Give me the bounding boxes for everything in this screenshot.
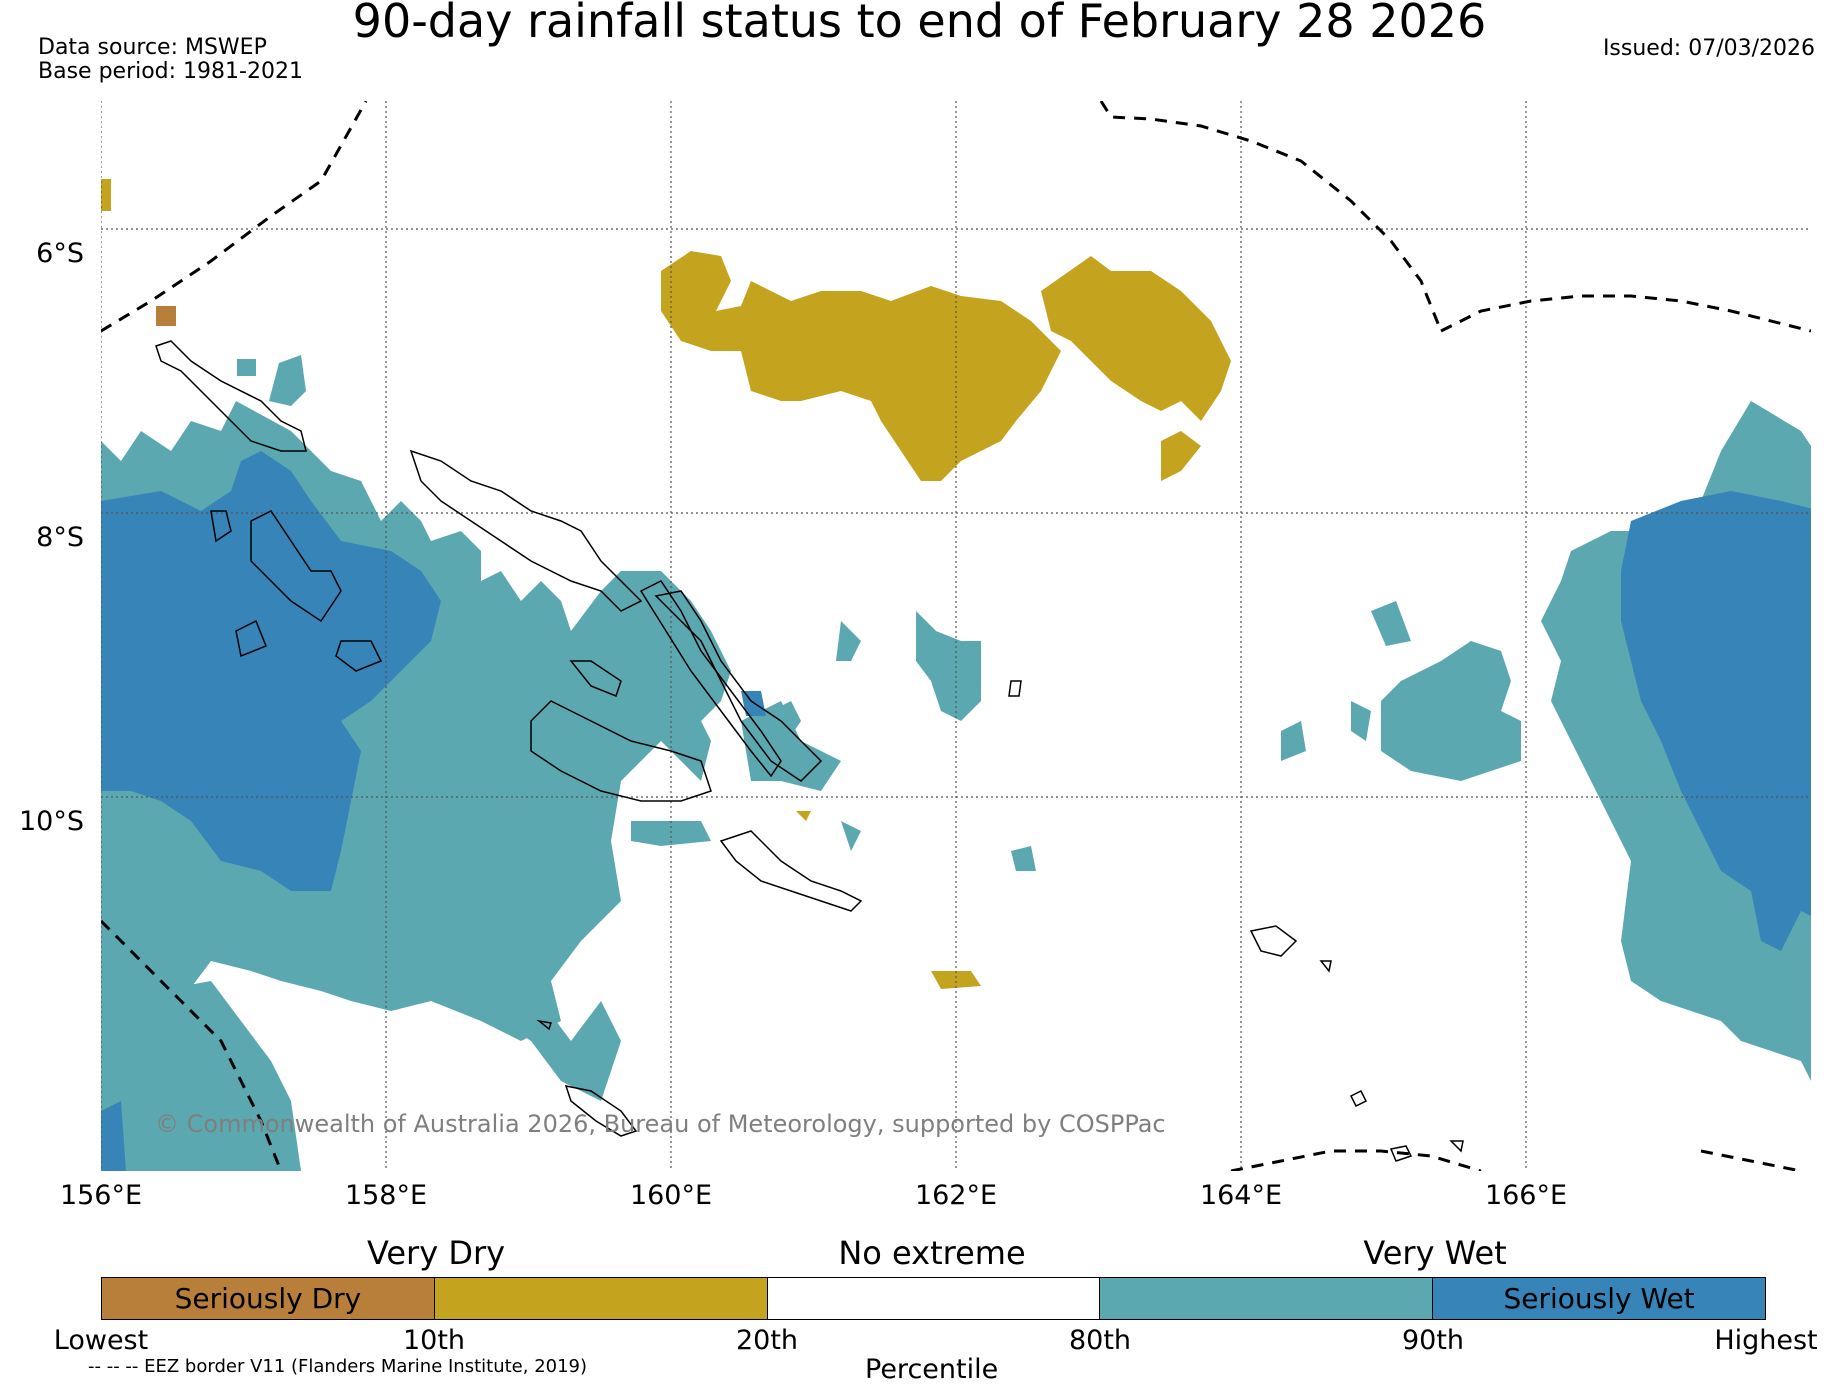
source-info: Data source: MSWEP Base period: 1981-202…	[38, 36, 303, 84]
legend-segment-very-dry	[434, 1278, 768, 1319]
coast-malaita	[639, 580, 782, 778]
legend-tick-20th: 20th	[735, 1325, 799, 1356]
coast-island-w1	[210, 510, 232, 543]
dry-region-west-edge	[101, 179, 111, 211]
coast-santa-cruz-2	[1349, 1089, 1368, 1108]
legend-segment-seriously-wet: Seriously Wet	[1433, 1278, 1765, 1319]
wet-region-makira	[1011, 846, 1036, 871]
coast-tikopia	[1449, 1140, 1464, 1153]
legend-category-very-dry: Very Dry	[366, 1234, 506, 1272]
wet-region-small-2	[631, 821, 711, 846]
seriously-wet-region-southwest	[101, 1101, 126, 1171]
lon-label-160e: 160°E	[629, 1180, 713, 1211]
coast-new-georgia	[250, 510, 342, 623]
dry-region-northeast	[1041, 256, 1231, 421]
legend-colorbar: Seriously Dry Seriously Wet	[101, 1277, 1766, 1320]
eez-border-northwest	[101, 101, 368, 333]
rainfall-map	[101, 101, 1811, 1171]
wet-region-centre-east-4	[1371, 601, 1411, 646]
base-period-text: Base period: 1981-2021	[38, 59, 303, 84]
coast-island-w2	[235, 619, 267, 658]
wet-region-centre-east-2	[1351, 701, 1371, 741]
wet-region-southwest	[101, 981, 301, 1171]
coastlines	[155, 340, 1464, 1162]
coast-makira	[719, 830, 863, 912]
eez-border-southeast	[1700, 1149, 1802, 1171]
coast-small-islands	[1008, 680, 1022, 697]
wet-region-small-1	[771, 701, 801, 736]
wet-region-small-3	[841, 821, 861, 851]
wet-region-malaita	[836, 621, 861, 661]
legend-category-very-wet: Very Wet	[1363, 1234, 1507, 1272]
legend-tick-80th: 80th	[1068, 1325, 1132, 1356]
legend-category-no-extreme: No extreme	[838, 1234, 1026, 1272]
page-title: 90-day rainfall status to end of Februar…	[352, 0, 1487, 48]
dry-region-small-1	[931, 971, 981, 989]
legend-tick-highest: Highest	[1714, 1325, 1818, 1356]
seriously-dry-regions	[156, 306, 176, 326]
coast-guadalcanal	[530, 700, 712, 802]
coast-santa-cruz	[1249, 925, 1298, 957]
dry-region-central	[661, 251, 1061, 481]
legend-tick-90th: 90th	[1401, 1325, 1465, 1356]
wet-region-north-2	[269, 355, 306, 406]
lon-label-164e: 164°E	[1199, 1180, 1283, 1211]
eez-border-south	[1230, 1149, 1482, 1171]
very-dry-regions	[101, 179, 1231, 989]
seriously-wet-regions	[101, 451, 1811, 1171]
coast-island-w3	[335, 640, 383, 672]
seriously-wet-region-east	[1621, 491, 1811, 951]
seriously-dry-region-west	[156, 306, 176, 326]
wet-region-southwest-lobe	[501, 971, 621, 1101]
coast-bellona	[536, 1019, 552, 1031]
lat-label-8s: 8°S	[36, 522, 84, 553]
lon-label-162e: 162°E	[914, 1180, 998, 1211]
coast-rennell	[564, 1085, 638, 1137]
coast-florida	[569, 660, 622, 697]
coast-bougainville	[155, 340, 307, 452]
issued-date: Issued: 07/03/2026	[1602, 36, 1815, 61]
data-source-text: Data source: MSWEP	[38, 35, 267, 60]
copyright-notice: © Commonwealth of Australia 2026, Bureau…	[155, 1110, 1166, 1138]
lon-label-166e: 166°E	[1484, 1180, 1568, 1211]
coast-small-islands-2	[1319, 960, 1332, 973]
eez-border-west	[101, 919, 283, 1171]
eez-border-note: -- -- -- EEZ border V11 (Flanders Marine…	[88, 1356, 588, 1377]
wet-region-north-1	[237, 359, 256, 376]
seriously-wet-region-west	[101, 451, 441, 891]
coast-choiseul	[409, 449, 643, 612]
legend-tick-lowest: Lowest	[53, 1325, 149, 1356]
percentile-axis-label: Percentile	[865, 1354, 999, 1385]
wet-region-malaita-east	[916, 611, 981, 721]
legend-segment-seriously-dry: Seriously Dry	[102, 1278, 435, 1319]
lat-label-6s: 6°S	[36, 238, 84, 269]
wet-region-guadalcanal	[741, 701, 841, 791]
coast-isabel	[654, 590, 823, 782]
legend-tick-10th: 10th	[402, 1325, 466, 1356]
wet-region-centre-east-3	[1281, 721, 1306, 761]
legend-segment-very-wet	[1100, 1278, 1434, 1319]
eez-border-northeast	[1099, 101, 1443, 332]
wet-region-centre-east-1	[1381, 641, 1521, 781]
lon-label-158e: 158°E	[344, 1180, 428, 1211]
lon-label-156e: 156°E	[59, 1180, 143, 1211]
dry-region-small-2	[796, 811, 811, 821]
eez-border-east	[1440, 294, 1811, 333]
graticule	[101, 101, 1811, 1171]
coast-santa-cruz-3	[1389, 1145, 1413, 1162]
eez-borders	[101, 101, 1811, 1171]
dry-region-northeast-tail	[1161, 431, 1201, 481]
legend-segment-no-extreme	[767, 1278, 1101, 1319]
lat-label-10s: 10°S	[19, 806, 84, 837]
